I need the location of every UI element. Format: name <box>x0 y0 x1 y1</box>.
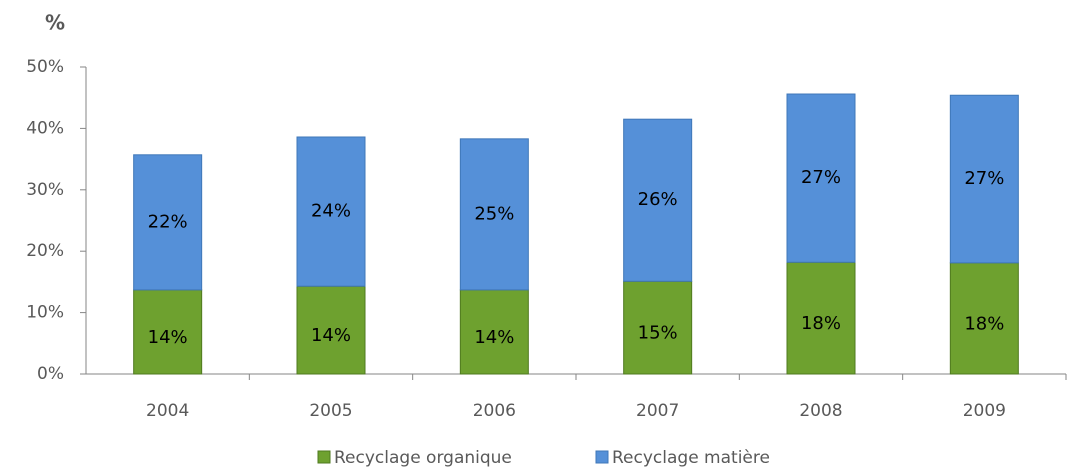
x-tick-label: 2006 <box>473 401 516 421</box>
bar-segment <box>949 262 1019 375</box>
x-tick-label: 2004 <box>146 401 189 421</box>
y-tick-label: 20% <box>26 241 64 261</box>
data-label: 18% <box>801 313 841 334</box>
bar-segment <box>786 261 856 375</box>
data-label: 24% <box>311 201 351 222</box>
y-tick-label: 30% <box>26 180 64 200</box>
y-tick-label: 10% <box>26 303 64 323</box>
bar-segment <box>786 93 856 263</box>
bar-segment <box>949 94 1019 264</box>
bar-segment <box>623 280 693 375</box>
data-label: 27% <box>964 168 1004 189</box>
bar-segment <box>296 285 366 375</box>
data-label: 18% <box>964 313 1004 334</box>
bar-segment <box>296 136 366 287</box>
bar-segment <box>459 138 529 291</box>
bar-segment <box>623 118 693 282</box>
x-tick-label: 2005 <box>309 401 352 421</box>
x-tick-label: 2008 <box>799 401 842 421</box>
data-label: 15% <box>638 323 678 344</box>
data-label: 27% <box>801 167 841 188</box>
bar-segment <box>459 289 529 375</box>
data-label: 26% <box>638 189 678 210</box>
x-tick-label: 2007 <box>636 401 679 421</box>
bar-segment <box>133 289 203 375</box>
legend-label: Recyclage organique <box>334 448 512 468</box>
legend-swatch <box>317 450 331 464</box>
data-label: 14% <box>311 325 351 346</box>
y-tick-label: 40% <box>26 118 64 138</box>
legend-label: Recyclage matière <box>612 448 770 468</box>
data-label: 25% <box>474 203 514 224</box>
y-tick-label: 50% <box>26 57 64 77</box>
y-axis-title: % <box>45 11 65 35</box>
y-tick-label: 0% <box>37 364 64 384</box>
data-label: 14% <box>474 327 514 348</box>
x-tick-label: 2009 <box>963 401 1006 421</box>
bar-segment <box>133 154 203 291</box>
legend-swatch <box>595 450 609 464</box>
data-label: 22% <box>148 211 188 232</box>
data-label: 14% <box>148 327 188 348</box>
